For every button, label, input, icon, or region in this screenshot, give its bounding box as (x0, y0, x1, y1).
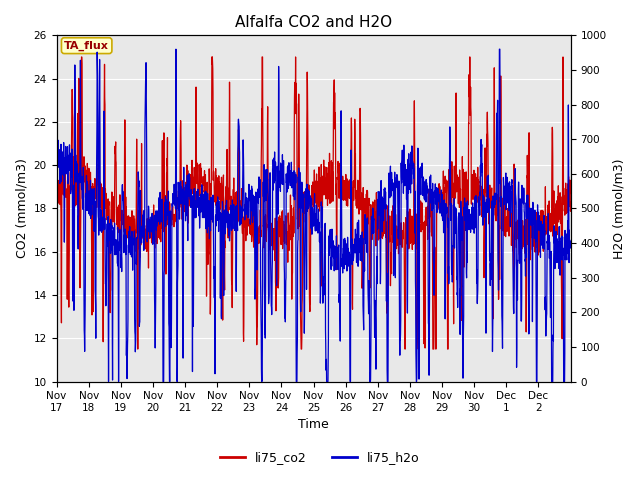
X-axis label: Time: Time (298, 419, 329, 432)
Y-axis label: CO2 (mmol/m3): CO2 (mmol/m3) (15, 158, 28, 258)
Legend: li75_co2, li75_h2o: li75_co2, li75_h2o (215, 446, 425, 469)
Text: TA_flux: TA_flux (64, 40, 109, 51)
Y-axis label: H2O (mmol/m3): H2O (mmol/m3) (612, 158, 625, 259)
Title: Alfalfa CO2 and H2O: Alfalfa CO2 and H2O (235, 15, 392, 30)
